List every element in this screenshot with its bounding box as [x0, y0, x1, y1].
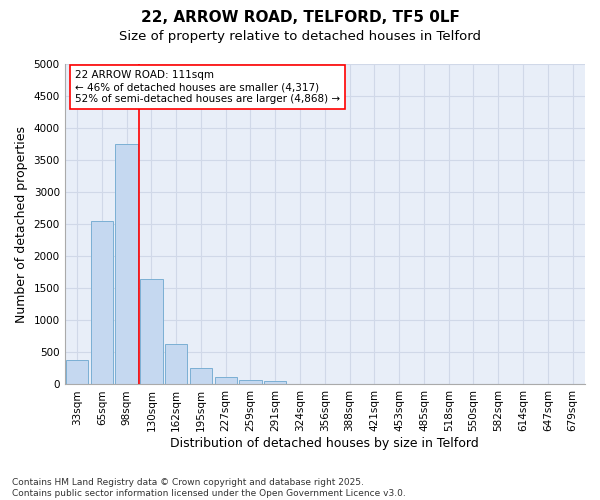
Bar: [91, 221, 113, 384]
Text: Size of property relative to detached houses in Telford: Size of property relative to detached ho…: [119, 30, 481, 43]
Bar: [66, 360, 88, 384]
Text: 22, ARROW ROAD, TELFORD, TF5 0LF: 22, ARROW ROAD, TELFORD, TF5 0LF: [140, 10, 460, 25]
X-axis label: Distribution of detached houses by size in Telford: Distribution of detached houses by size …: [170, 437, 479, 450]
Bar: [239, 380, 262, 384]
Bar: [190, 368, 212, 384]
Y-axis label: Number of detached properties: Number of detached properties: [15, 126, 28, 322]
Bar: [264, 382, 286, 384]
Text: Contains HM Land Registry data © Crown copyright and database right 2025.
Contai: Contains HM Land Registry data © Crown c…: [12, 478, 406, 498]
Text: 22 ARROW ROAD: 111sqm
← 46% of detached houses are smaller (4,317)
52% of semi-d: 22 ARROW ROAD: 111sqm ← 46% of detached …: [75, 70, 340, 104]
Bar: [215, 377, 237, 384]
Bar: [140, 278, 163, 384]
Bar: [115, 144, 138, 384]
Bar: [165, 344, 187, 385]
